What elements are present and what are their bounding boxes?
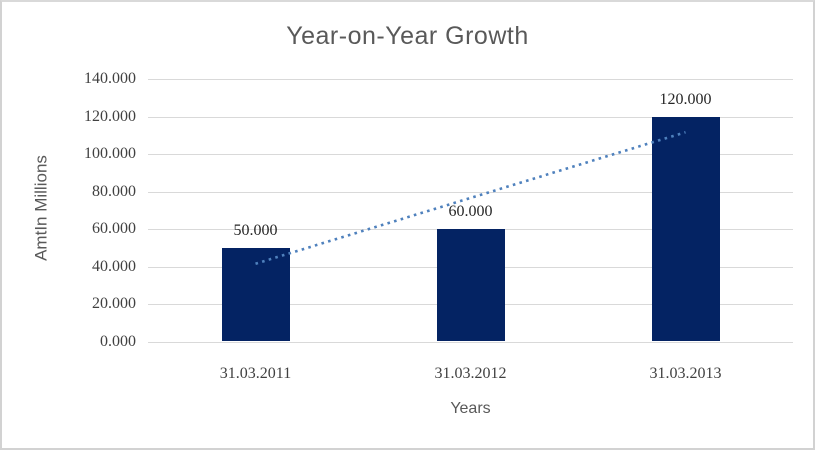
x-axis-title: Years (450, 400, 491, 417)
bar-data-label: 120.000 (659, 90, 712, 108)
y-axis-tick-label: 120.000 (84, 107, 136, 125)
bar-data-label: 50.000 (233, 222, 278, 240)
chart-title: Year-on-Year Growth (286, 22, 529, 50)
y-axis-tick-label: 20.000 (92, 295, 136, 313)
gridline (148, 116, 793, 118)
bar-31.03.2013 (651, 116, 720, 341)
bar-data-label: 60.000 (448, 203, 493, 221)
x-axis-category-label: 31.03.2013 (649, 365, 722, 382)
gridline (148, 191, 793, 193)
x-axis-category-label: 31.03.2012 (434, 365, 507, 382)
y-axis-tick-label: 0.000 (100, 333, 136, 350)
gridline (148, 79, 793, 80)
x-axis-category-label: 31.03.2011 (219, 365, 292, 382)
trendline (255, 130, 686, 265)
y-axis-tick-label: 60.000 (92, 220, 136, 238)
trendline-path (255, 130, 686, 265)
y-axis-tick-label: 80.000 (92, 182, 136, 200)
y-axis-tick-label: 140.000 (84, 70, 136, 87)
window-top-edge (0, 0, 815, 1)
gridline (148, 342, 793, 343)
bar-31.03.2012 (436, 229, 505, 341)
y-axis-tick-label: 40.000 (92, 257, 136, 275)
gridline (148, 154, 793, 156)
y-axis-tick-label: 100.000 (84, 145, 136, 163)
